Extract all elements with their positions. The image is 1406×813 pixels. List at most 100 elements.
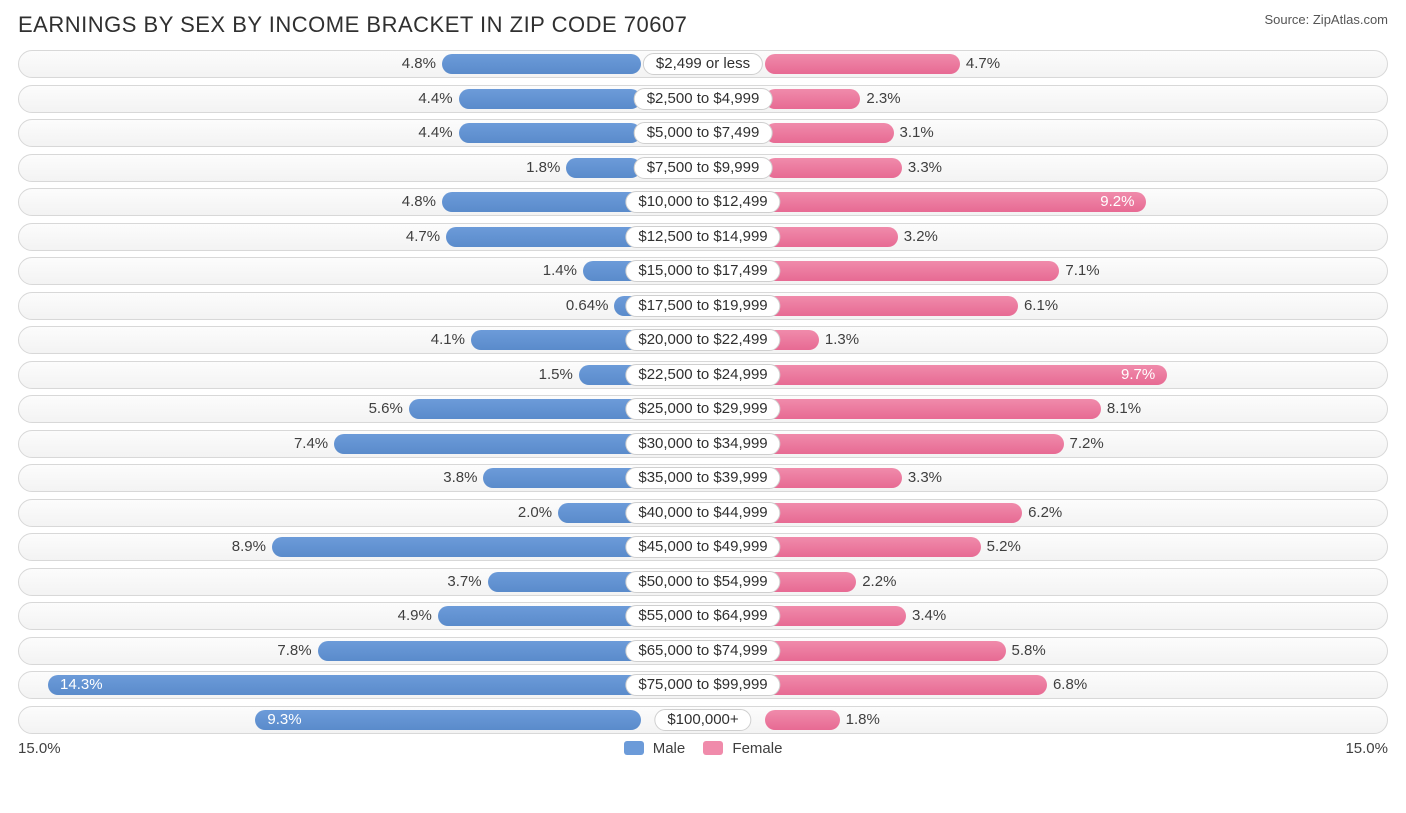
female-bar [765,641,1006,661]
legend-female: Female [703,740,782,757]
category-label: $22,500 to $24,999 [625,364,780,386]
female-value: 6.1% [1024,293,1058,319]
legend-male: Male [624,740,686,757]
female-bar [765,89,860,109]
chart-row: 4.7%3.2%$12,500 to $14,999 [18,223,1388,251]
category-label: $45,000 to $49,999 [625,536,780,558]
female-value: 6.2% [1028,500,1062,526]
male-value: 9.3% [259,707,309,733]
male-bar [459,123,641,143]
male-value: 3.8% [443,465,477,491]
category-label: $30,000 to $34,999 [625,433,780,455]
axis-max-right: 15.0% [1345,740,1388,757]
female-bar [765,261,1059,281]
male-bar [442,54,641,74]
chart-row: 3.7%2.2%$50,000 to $54,999 [18,568,1388,596]
female-value: 6.8% [1053,672,1087,698]
female-value: 7.2% [1070,431,1104,457]
male-value: 7.8% [277,638,311,664]
category-label: $10,000 to $12,499 [625,191,780,213]
male-bar [471,330,641,350]
category-label: $5,000 to $7,499 [634,122,773,144]
female-value: 3.3% [908,155,942,181]
female-bar [765,123,894,143]
male-bar [566,158,641,178]
female-bar [765,54,960,74]
male-value: 8.9% [232,534,266,560]
female-value: 9.7% [1113,362,1163,388]
female-bar [765,296,1018,316]
chart-row: 4.4%3.1%$5,000 to $7,499 [18,119,1388,147]
male-bar [438,606,641,626]
chart-row: 1.5%9.7%$22,500 to $24,999 [18,361,1388,389]
male-value: 4.8% [402,51,436,77]
female-bar [765,434,1064,454]
male-value: 4.4% [418,120,452,146]
male-bar [488,572,641,592]
female-bar [765,710,840,730]
category-label: $65,000 to $74,999 [625,640,780,662]
chart-row: 4.9% 3.4% $55,000 to $64,999 [18,602,1388,630]
male-bar [48,675,641,695]
male-bar [409,399,641,419]
female-value: 1.8% [846,707,880,733]
female-value: 8.1% [1107,396,1141,422]
category-label: $55,000 to $64,999 [625,605,780,627]
female-bar [765,606,906,626]
female-value: 2.3% [866,86,900,112]
male-bar [255,710,641,730]
female-value: 9.2% [1092,189,1142,215]
female-value: 3.4% [912,603,946,629]
female-value: 1.3% [825,327,859,353]
category-label: $50,000 to $54,999 [625,571,780,593]
chart-row: 8.9% 5.2% $45,000 to $49,999 [18,533,1388,561]
chart-row: 4.1%1.3%$20,000 to $22,499 [18,326,1388,354]
male-value: 4.8% [402,189,436,215]
chart-row: 1.4% 7.1% $15,000 to $17,499 [18,257,1388,285]
female-bar [765,399,1101,419]
chart-row: 9.3% 1.8% $100,000+ [18,706,1388,734]
category-label: $15,000 to $17,499 [625,260,780,282]
female-bar [765,192,1146,212]
female-value: 4.7% [966,51,1000,77]
category-label: $2,499 or less [643,53,763,75]
chart-row: 3.8%3.3%$35,000 to $39,999 [18,464,1388,492]
legend-male-label: Male [653,740,686,757]
female-bar [765,503,1022,523]
female-value: 5.2% [987,534,1021,560]
category-label: $2,500 to $4,999 [634,88,773,110]
male-value: 4.9% [398,603,432,629]
chart-row: 4.4% 2.3% $2,500 to $4,999 [18,85,1388,113]
chart-title: EARNINGS BY SEX BY INCOME BRACKET IN ZIP… [18,12,687,38]
category-label: $17,500 to $19,999 [625,295,780,317]
female-value: 7.1% [1065,258,1099,284]
male-value: 7.4% [294,431,328,457]
male-bar [334,434,641,454]
female-value: 5.8% [1012,638,1046,664]
male-value: 4.1% [431,327,465,353]
female-bar [765,365,1167,385]
legend: Male Female [624,740,783,757]
category-label: $75,000 to $99,999 [625,674,780,696]
female-bar [765,227,898,247]
male-bar [272,537,641,557]
chart-row: 4.8% 4.7% $2,499 or less [18,50,1388,78]
chart-row: 7.4% 7.2% $30,000 to $34,999 [18,430,1388,458]
male-value: 1.4% [543,258,577,284]
female-bar [765,158,902,178]
chart-row: 2.0%6.2%$40,000 to $44,999 [18,499,1388,527]
male-value: 4.7% [406,224,440,250]
male-value: 14.3% [52,672,111,698]
female-value: 3.2% [904,224,938,250]
female-bar [765,468,902,488]
chart-row: 4.8% 9.2% $10,000 to $12,499 [18,188,1388,216]
female-value: 2.2% [862,569,896,595]
legend-male-swatch [624,741,644,755]
category-label: $100,000+ [654,709,751,731]
legend-female-swatch [703,741,723,755]
category-label: $35,000 to $39,999 [625,467,780,489]
male-bar [318,641,641,661]
male-value: 4.4% [418,86,452,112]
chart-row: 0.64%6.1%$17,500 to $19,999 [18,292,1388,320]
male-bar [446,227,641,247]
